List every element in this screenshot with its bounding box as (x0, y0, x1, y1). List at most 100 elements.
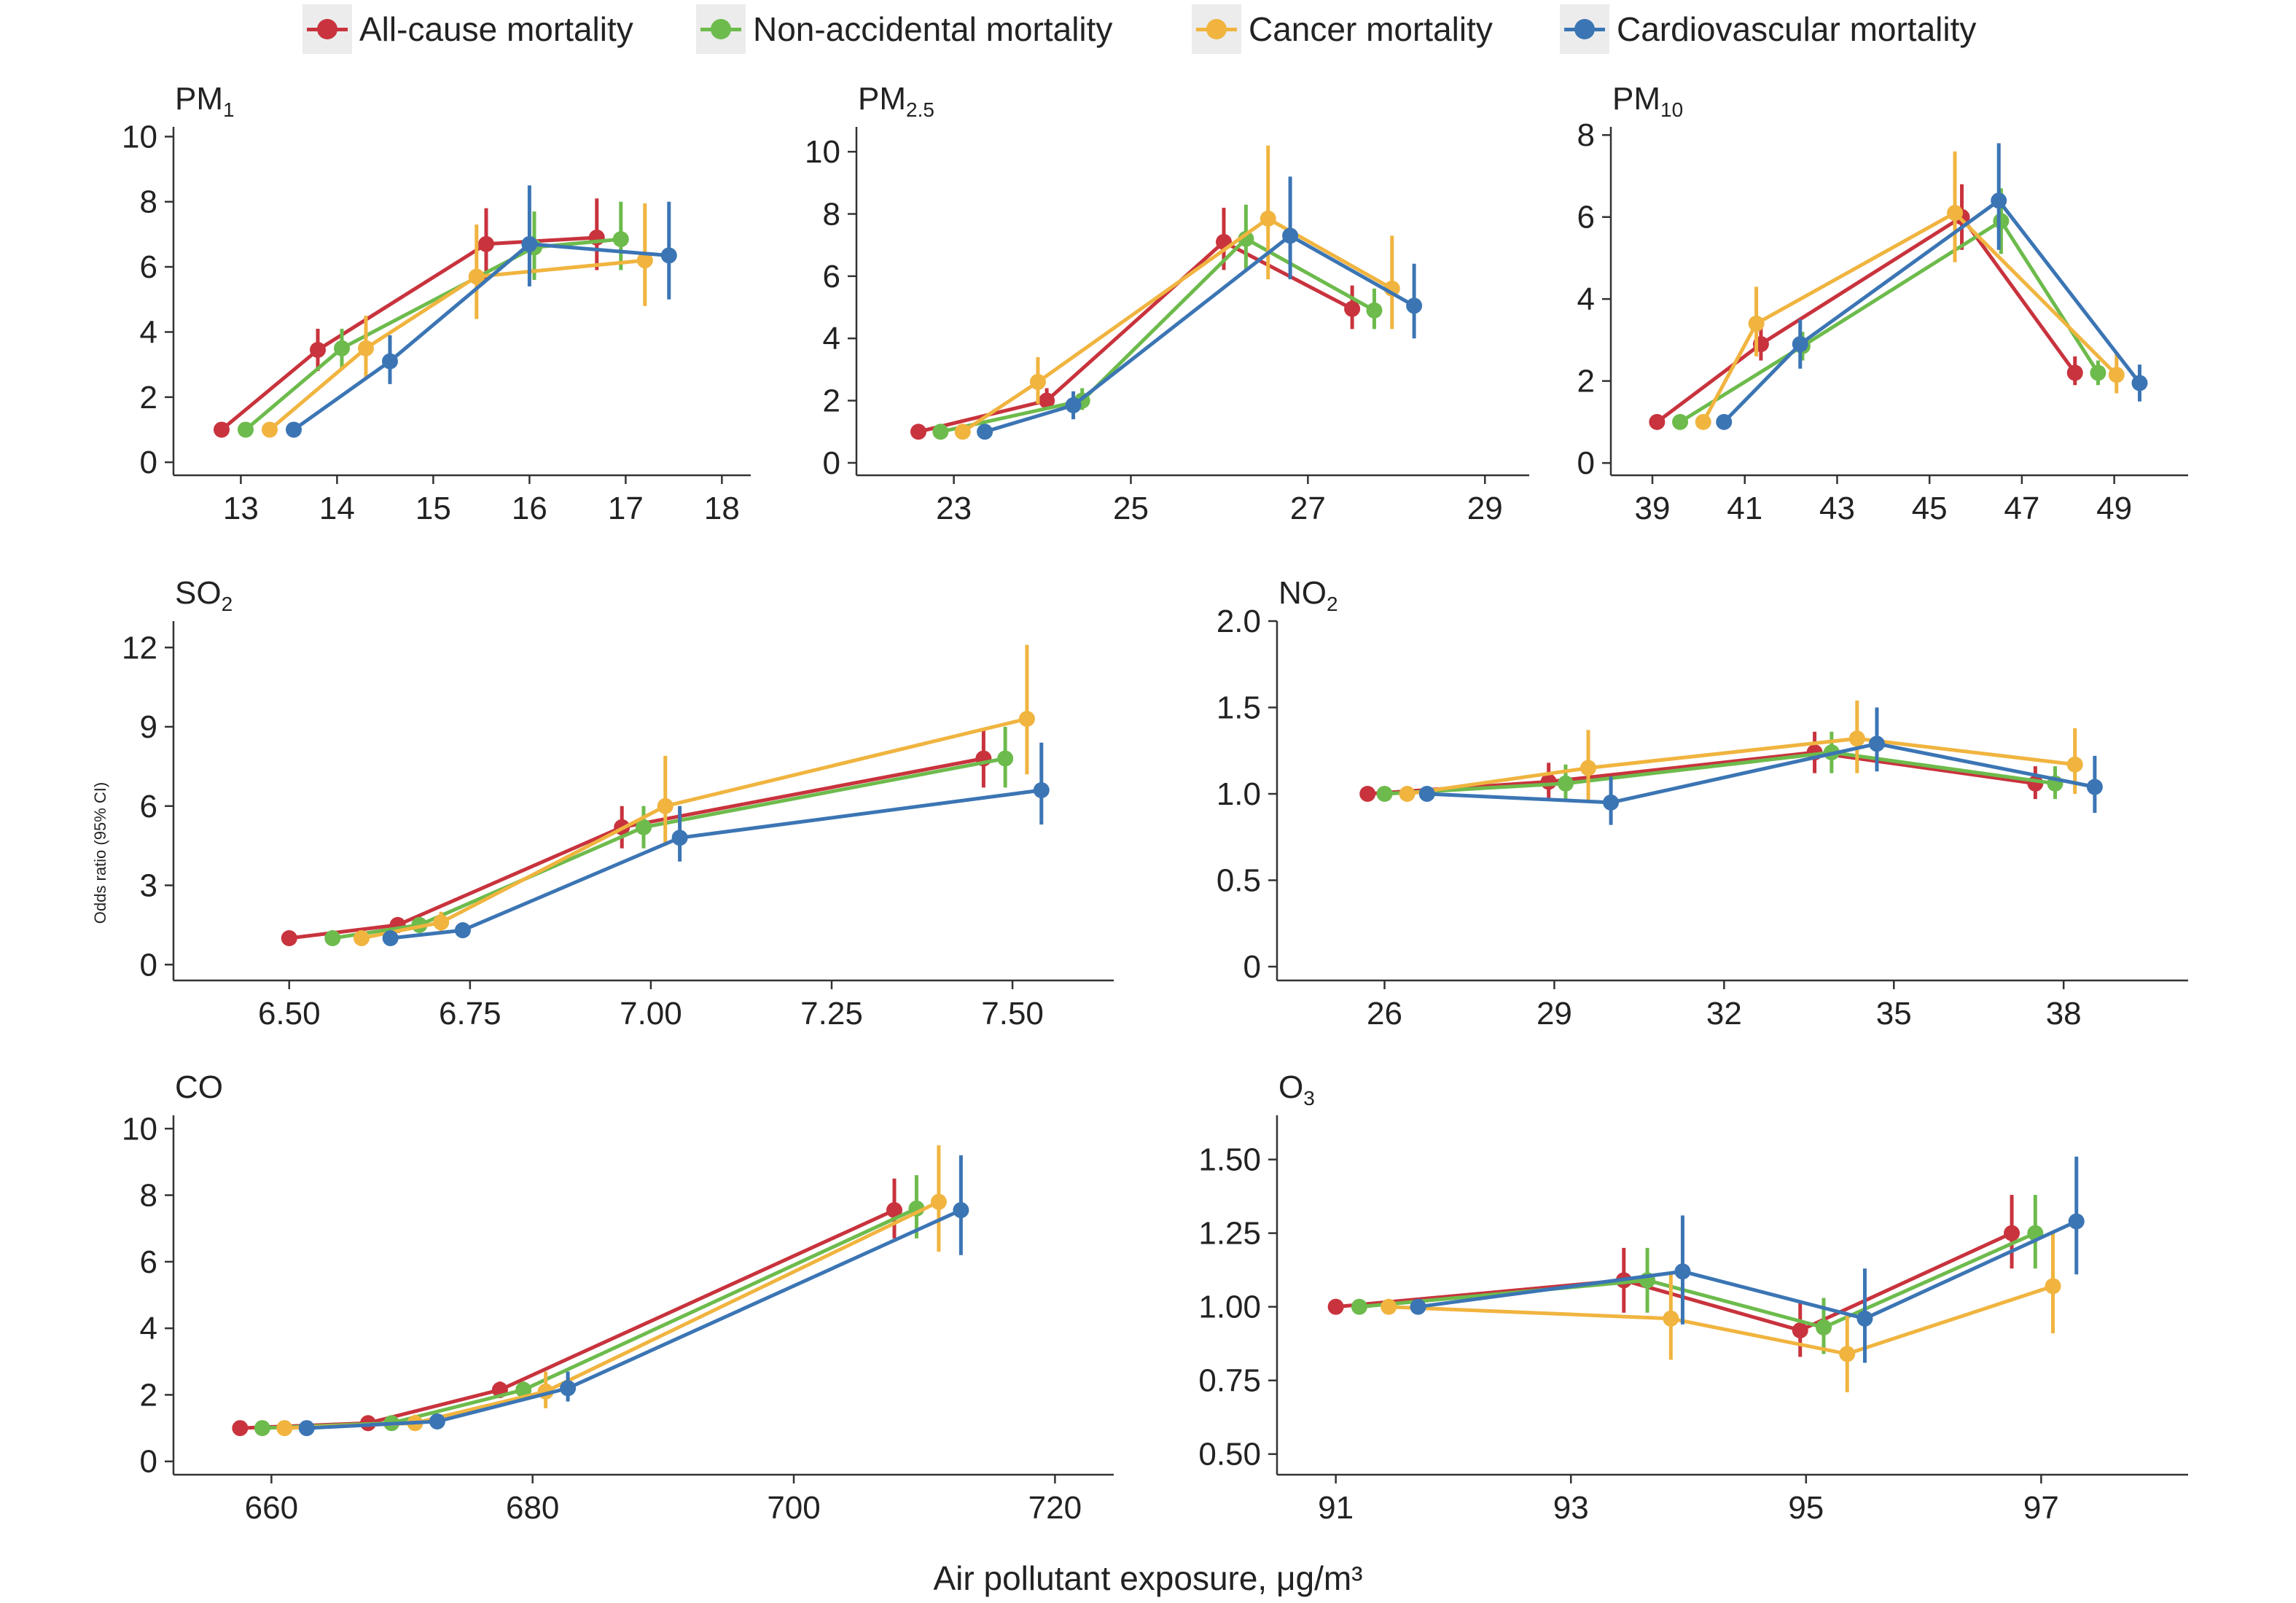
x-tick-label: 16 (512, 491, 547, 526)
y-axis-label: Odds ratio (95% CI) (91, 781, 109, 924)
panel-title-main: O (1278, 1069, 1303, 1105)
chart-panel-1: 0 2 4 6 8 10 23 25 27 29 PM2.5 (805, 81, 1529, 526)
panel-title-main: PM (858, 81, 906, 117)
data-point (429, 1413, 445, 1430)
series-line (1426, 741, 2096, 805)
x-tick-label: 23 (936, 491, 972, 526)
x-axis-label: Air pollutant exposure, μg/m³ (933, 1559, 1363, 1597)
panel-title-main: CO (175, 1069, 223, 1105)
y-tick-label: 1.25 (1198, 1216, 1261, 1252)
data-point (660, 247, 677, 264)
x-tick-label: 7.25 (800, 996, 863, 1031)
series-non-accidental-mortality (1376, 731, 2063, 803)
chart-panel-4: 0 0.5 1.0 1.5 2.0 26 29 32 35 38 NO2 (1217, 575, 2188, 1031)
x-tick-label: 39 (1635, 491, 1671, 526)
series-line (1701, 211, 2118, 424)
series-non-accidental-mortality (238, 201, 629, 438)
x-tick-label: 95 (1788, 1490, 1824, 1526)
x-tick-label: 25 (1113, 491, 1149, 526)
y-tick-label: 4 (823, 321, 840, 356)
y-tick-label: 0 (140, 947, 157, 983)
series-line (1335, 1231, 2013, 1333)
series-line (1359, 1231, 2037, 1330)
x-tick-label: 680 (506, 1490, 559, 1526)
series-cancer-mortality (1381, 1233, 2061, 1392)
x-tick-label: 26 (1367, 996, 1402, 1031)
panel-title-subscript: 2 (1327, 593, 1338, 615)
data-point (2066, 756, 2083, 773)
data-point (254, 1420, 270, 1437)
data-point (932, 424, 949, 440)
data-point (2045, 1278, 2061, 1295)
chart-panel-2: 0 2 4 6 8 39 41 43 45 47 49 PM10 (1577, 81, 2188, 526)
series-line (1679, 219, 2100, 424)
y-tick-label: 1.50 (1198, 1142, 1261, 1178)
data-point (281, 930, 297, 946)
legend-label: Cardiovascular mortality (1617, 10, 1977, 48)
data-point (1376, 786, 1393, 803)
series-line (289, 757, 984, 940)
legend-label: Cancer mortality (1249, 10, 1493, 48)
series-non-accidental-mortality (1672, 188, 2106, 430)
y-tick-label: 4 (140, 314, 157, 350)
data-point (454, 922, 471, 939)
series-line (361, 717, 1028, 940)
y-tick-label: 6 (140, 789, 157, 824)
x-tick-label: 15 (415, 491, 451, 526)
data-point (382, 353, 398, 370)
y-tick-label: 0.50 (1198, 1437, 1261, 1473)
series-line (961, 217, 1394, 434)
x-tick-label: 91 (1318, 1490, 1354, 1526)
series-line (1655, 215, 2077, 424)
series-line (1722, 198, 2141, 424)
data-point (286, 421, 302, 438)
data-point (276, 1420, 293, 1437)
x-tick-label: 45 (1912, 491, 1948, 526)
x-tick-label: 29 (1467, 491, 1503, 526)
y-tick-label: 9 (140, 709, 157, 745)
data-point (1816, 1319, 1832, 1335)
data-point (2004, 1225, 2020, 1241)
panel-title-subscript: 2.5 (906, 98, 934, 121)
y-tick-label: 10 (805, 134, 840, 170)
y-tick-label: 8 (1577, 117, 1595, 153)
data-point (1649, 413, 1666, 430)
data-point (2090, 364, 2106, 381)
data-point (1238, 230, 1254, 247)
data-point (1947, 205, 1964, 222)
series-line (306, 1208, 962, 1430)
data-point (636, 252, 653, 269)
y-tick-label: 1.00 (1198, 1290, 1261, 1325)
legend-swatch-marker (1574, 19, 1595, 39)
chart-panel-6: 0.50 0.75 1.00 1.25 1.50 91 93 95 97 O3 (1198, 1069, 2188, 1526)
series-line (940, 237, 1375, 434)
data-point (1327, 1298, 1344, 1315)
series-cardiovascular-mortality (1410, 1156, 2085, 1363)
panel-title-main: NO (1278, 575, 1327, 611)
data-point (2086, 779, 2103, 795)
series-line (220, 235, 597, 432)
data-point (334, 340, 350, 356)
data-point (1399, 786, 1416, 803)
x-tick-label: 700 (767, 1490, 820, 1526)
y-tick-label: 3 (140, 868, 157, 904)
x-tick-label: 7.00 (620, 996, 682, 1031)
data-point (930, 1193, 947, 1210)
y-tick-label: 0.75 (1198, 1363, 1261, 1399)
series-line (262, 1206, 918, 1430)
panel-title: O3 (1278, 1069, 1315, 1109)
y-tick-label: 0 (1577, 445, 1595, 481)
y-tick-label: 2 (140, 380, 157, 416)
panel-title-subscript: 10 (1660, 98, 1683, 121)
x-tick-label: 35 (1876, 996, 1912, 1031)
data-point (1260, 210, 1276, 227)
data-point (354, 930, 370, 946)
series-cardiovascular-mortality (1716, 143, 2148, 430)
x-tick-label: 660 (245, 1490, 298, 1526)
data-point (1282, 227, 1299, 244)
y-tick-label: 2 (823, 383, 840, 419)
panel-title: CO (175, 1069, 223, 1105)
data-point (1674, 1263, 1691, 1280)
y-tick-label: 8 (823, 197, 840, 233)
x-tick-label: 93 (1553, 1490, 1589, 1526)
